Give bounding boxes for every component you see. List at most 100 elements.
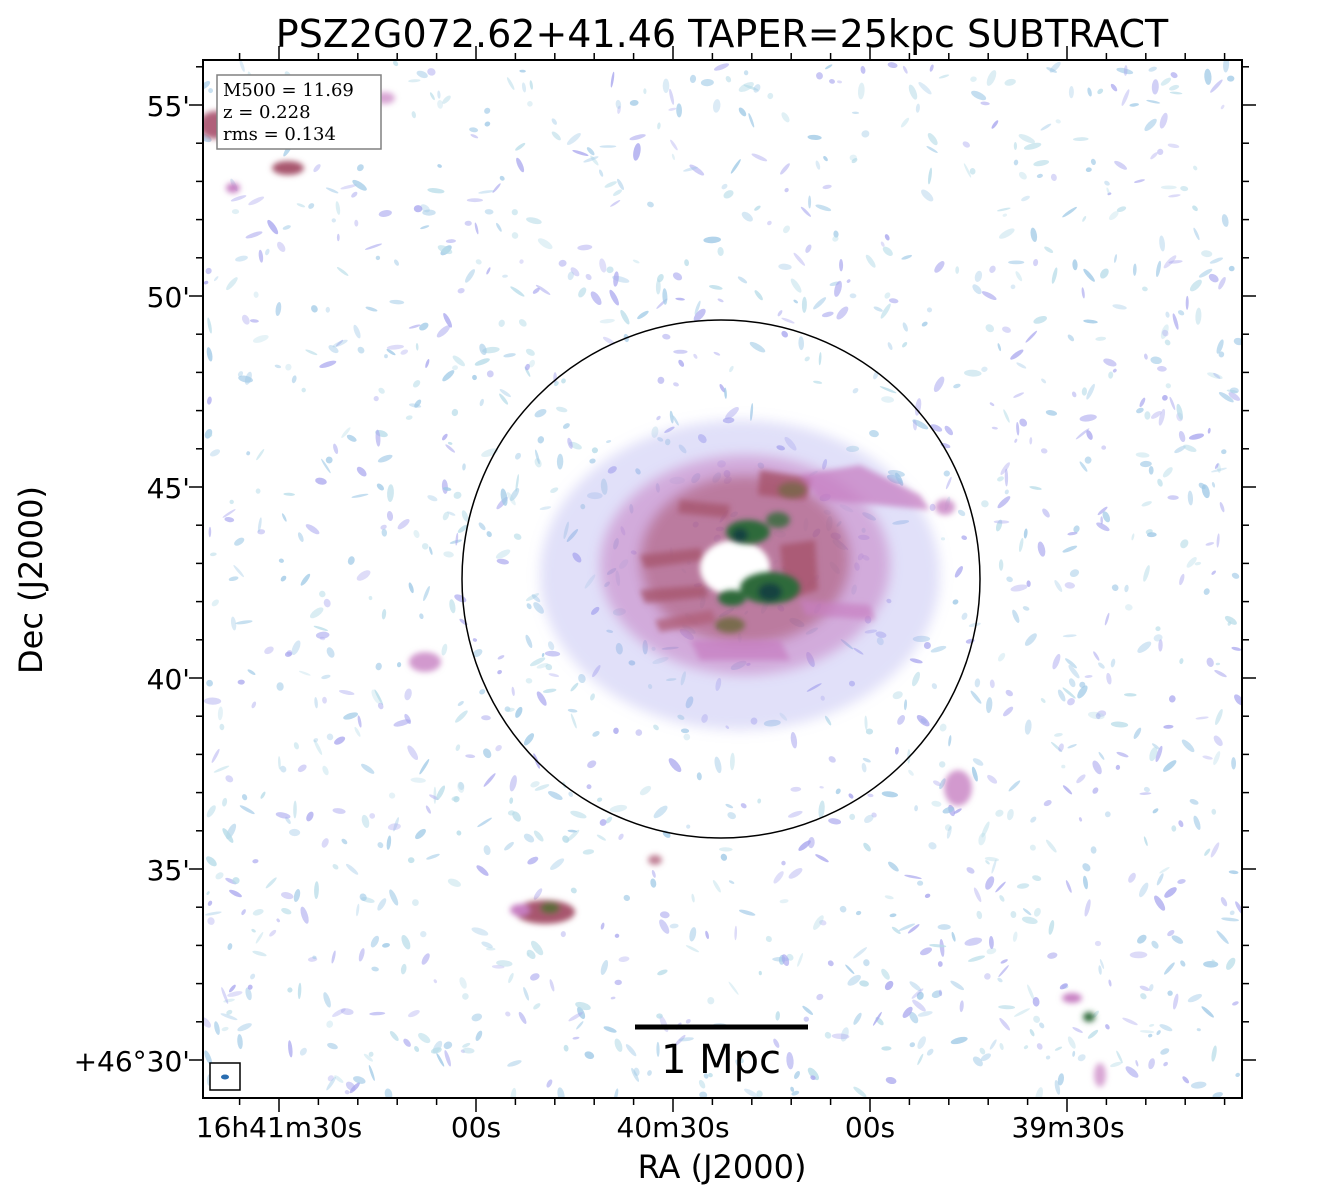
noise-speckle <box>251 928 256 933</box>
noise-speckle <box>1057 689 1066 702</box>
noise-speckle <box>1216 339 1224 354</box>
noise-speckle <box>673 382 679 387</box>
noise-speckle <box>1016 422 1020 436</box>
noise-speckle <box>397 519 410 530</box>
noise-speckle <box>782 225 791 234</box>
noise-speckle <box>427 188 445 194</box>
noise-speckle <box>807 837 815 849</box>
noise-speckle <box>1198 268 1213 278</box>
noise-speckle <box>725 406 739 420</box>
noise-speckle <box>485 947 496 951</box>
noise-speckle <box>738 82 754 92</box>
noise-speckle <box>939 723 947 732</box>
noise-speckle <box>475 1030 483 1041</box>
noise-speckle <box>226 277 238 291</box>
x-tick-label: 39m30s <box>1011 1111 1124 1144</box>
noise-speckle <box>1229 910 1235 916</box>
noise-speckle <box>586 147 595 156</box>
noise-speckle <box>241 794 248 801</box>
noise-speckle <box>1172 313 1179 330</box>
noise-speckle <box>1029 437 1033 445</box>
noise-speckle <box>516 157 525 173</box>
noise-speckle <box>999 895 1005 902</box>
noise-speckle <box>765 935 772 943</box>
noise-speckle <box>429 546 433 555</box>
noise-speckle <box>327 1042 338 1050</box>
noise-speckle <box>1033 259 1039 267</box>
noise-speckle <box>914 398 922 416</box>
noise-speckle <box>213 276 219 282</box>
noise-speckle <box>269 929 277 937</box>
noise-speckle <box>737 276 748 284</box>
noise-speckle <box>609 289 619 306</box>
noise-speckle <box>781 330 788 338</box>
noise-speckle <box>1029 844 1036 851</box>
noise-speckle <box>332 864 339 870</box>
noise-speckle <box>297 764 307 773</box>
noise-speckle <box>340 1008 354 1015</box>
noise-speckle <box>897 715 906 725</box>
noise-speckle <box>1108 371 1114 379</box>
noise-speckle <box>484 121 491 127</box>
noise-speckle <box>340 184 357 190</box>
noise-speckle <box>387 484 394 502</box>
noise-speckle <box>433 979 437 984</box>
noise-speckle <box>1216 930 1229 944</box>
noise-speckle <box>881 968 890 980</box>
noise-speckle <box>781 112 790 123</box>
noise-speckle <box>321 458 331 474</box>
noise-speckle <box>418 1032 431 1044</box>
noise-speckle <box>1168 695 1176 703</box>
noise-speckle <box>1183 444 1197 453</box>
noise-speckle <box>623 894 631 901</box>
noise-speckle <box>252 859 259 864</box>
noise-speckle <box>237 679 245 685</box>
noise-speckle <box>846 279 851 283</box>
noise-speckle <box>703 236 721 244</box>
noise-speckle <box>255 488 261 494</box>
figure-title: PSZ2G072.62+41.46 TAPER=25kpc SUBTRACT <box>276 12 1169 56</box>
noise-speckle <box>567 708 578 713</box>
noise-speckle <box>1013 392 1025 398</box>
noise-speckle <box>1012 609 1020 623</box>
noise-speckle <box>238 375 253 383</box>
noise-speckle <box>300 906 309 924</box>
noise-speckle <box>377 702 384 710</box>
noise-speckle <box>258 249 264 263</box>
noise-speckle <box>1167 930 1175 937</box>
noise-speckle <box>455 710 468 723</box>
noise-speckle <box>1087 1029 1099 1039</box>
noise-speckle <box>1155 626 1161 632</box>
noise-speckle <box>532 287 540 294</box>
noise-speckle <box>427 68 436 76</box>
noise-speckle <box>311 305 318 313</box>
noise-speckle <box>519 69 526 73</box>
noise-speckle <box>1040 448 1048 454</box>
noise-speckle <box>476 865 489 876</box>
noise-speckle <box>1226 957 1236 970</box>
noise-speckle <box>1086 383 1095 400</box>
noise-speckle <box>903 699 908 711</box>
noise-speckle <box>888 298 899 304</box>
noise-speckle <box>659 911 670 919</box>
noise-speckle <box>357 715 362 728</box>
noise-speckle <box>1105 1024 1110 1030</box>
noise-speckle <box>1087 87 1092 97</box>
noise-speckle <box>1022 606 1030 611</box>
noise-speckle <box>1139 792 1152 795</box>
noise-speckle <box>1133 727 1142 739</box>
noise-speckle <box>1029 1029 1035 1037</box>
noise-speckle <box>1003 706 1014 717</box>
noise-speckle <box>1202 755 1213 760</box>
noise-speckle <box>1104 811 1111 818</box>
noise-speckle <box>1151 743 1160 750</box>
noise-speckle <box>1193 227 1200 241</box>
noise-speckle <box>280 575 287 582</box>
noise-speckle <box>437 164 442 168</box>
noise-speckle <box>386 511 394 521</box>
noise-speckle <box>1100 268 1109 279</box>
noise-speckle <box>1010 349 1024 360</box>
noise-speckle <box>414 1046 420 1052</box>
noise-speckle <box>1134 179 1145 183</box>
noise-speckle <box>968 622 981 627</box>
